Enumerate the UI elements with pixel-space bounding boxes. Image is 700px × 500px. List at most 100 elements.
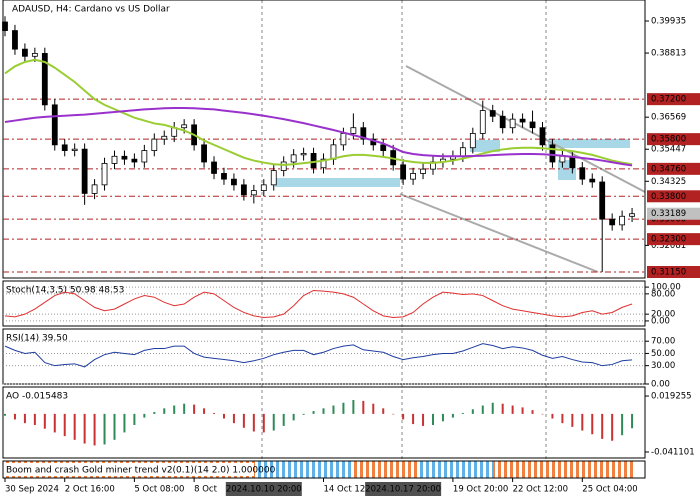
candle-body	[330, 144, 337, 160]
ao-bar	[591, 413, 594, 435]
ao-bar	[183, 403, 186, 414]
ao-bar	[163, 408, 166, 414]
ao-bar	[561, 413, 564, 424]
channel-line	[399, 193, 599, 273]
candle-body	[300, 153, 307, 156]
ao-bar	[252, 413, 255, 432]
candle-body	[2, 21, 8, 31]
candle-body	[181, 124, 188, 129]
candle-body	[81, 148, 88, 194]
ao-bar	[412, 413, 415, 425]
ao-bar	[402, 413, 405, 420]
ao-bar	[571, 413, 574, 427]
trend-strip	[493, 461, 633, 478]
candle-body	[250, 190, 257, 196]
ao-bar	[133, 413, 136, 426]
level-label-bg	[647, 233, 700, 246]
candle-body	[231, 178, 237, 186]
ao-bar	[382, 408, 385, 414]
ao-bar	[103, 413, 106, 445]
candle-body	[410, 173, 416, 180]
y-tick-label: 70.00	[651, 337, 675, 347]
ao-bar	[302, 413, 305, 415]
level-label-bg	[647, 266, 700, 278]
zone	[275, 178, 400, 187]
y-tick-label: -0.041101	[651, 447, 695, 457]
candle-body	[31, 53, 38, 57]
candle-body	[559, 155, 566, 163]
candle-body	[539, 127, 546, 146]
ao-bar	[332, 405, 335, 414]
candle-body	[22, 48, 28, 57]
candle-body	[121, 155, 128, 160]
candle-body	[71, 148, 78, 151]
panel-title: RSI(14) 39.50	[6, 334, 68, 344]
x-tick-label: 25 Oct 04:00	[582, 485, 637, 495]
y-tick-label: 20.00	[651, 310, 675, 320]
candle-body	[360, 127, 367, 140]
x-tick-label: 30 Sep 2024	[5, 485, 59, 495]
y-tick-label: 0.00	[651, 316, 670, 326]
candle-body	[469, 133, 476, 149]
ao-bar	[63, 413, 66, 437]
level-label-bg	[647, 133, 700, 146]
candle-body	[549, 144, 556, 163]
candle-body	[221, 173, 227, 180]
level-label-bg	[647, 93, 700, 106]
ao-bar	[13, 413, 16, 420]
y-tick-label: 0.38813	[651, 49, 686, 59]
y-tick-label: 0.35447	[651, 145, 686, 155]
ao-bar	[362, 400, 365, 414]
ao-bar	[232, 413, 235, 424]
ao-bar	[372, 403, 375, 414]
candle-body	[51, 104, 58, 146]
y-tick-label: 0.34325	[651, 177, 686, 187]
panel-title: Boom and crash Gold miner trend v2(0.1)(…	[6, 466, 276, 476]
x-marker-bg	[365, 482, 442, 496]
candle-body	[499, 115, 506, 129]
ao-bar	[242, 413, 245, 428]
ao-bar	[441, 413, 444, 422]
last-price-label: 0.33189	[651, 209, 686, 219]
x-tick-label: 14 Oct 12	[324, 485, 366, 495]
ao-bar	[521, 407, 524, 414]
ao-bar	[541, 413, 544, 415]
candle-body	[629, 213, 635, 217]
x-tick-label: 2 Oct 16:00	[65, 485, 115, 495]
trend-strip	[353, 461, 418, 478]
candle-body	[41, 53, 48, 106]
candle-body	[479, 110, 486, 134]
panel-title: AO -0.015483	[6, 392, 68, 402]
level-label: 0.31150	[651, 268, 686, 278]
ao-bar	[203, 408, 206, 414]
title-bg	[4, 463, 254, 476]
y-tick-label: 0.019255	[651, 392, 692, 402]
level-label: 0.37200	[651, 95, 686, 105]
last-price-bg	[647, 207, 700, 220]
ao-bar	[23, 413, 26, 424]
trend-strip	[258, 461, 353, 478]
candle-body	[270, 170, 277, 186]
candle-body	[340, 133, 347, 146]
candle-body	[240, 184, 247, 196]
moving-average	[4, 107, 633, 167]
indicator-line	[4, 343, 633, 368]
ao-bar	[501, 403, 504, 414]
zone	[548, 139, 630, 148]
candle-body	[589, 178, 596, 183]
candle-body	[290, 154, 297, 163]
y-tick-label: 100.00	[651, 283, 681, 293]
level-label: 0.33800	[651, 192, 686, 202]
panel-title: ADAUSD, H4: Cardano vs US Dollar	[12, 5, 170, 15]
candle-body	[161, 135, 168, 140]
y-tick-label: 30.00	[651, 361, 675, 371]
panel-border	[2, 280, 646, 327]
candle-body	[400, 164, 407, 180]
candle-body	[509, 118, 516, 129]
x-tick-label: 5 Oct 08:00	[134, 485, 184, 495]
ao-bar	[481, 405, 484, 414]
ao-bar	[173, 405, 176, 414]
ao-bar	[222, 413, 225, 419]
level-label-bg	[647, 162, 700, 175]
y-tick-label: 50.00	[651, 349, 675, 359]
